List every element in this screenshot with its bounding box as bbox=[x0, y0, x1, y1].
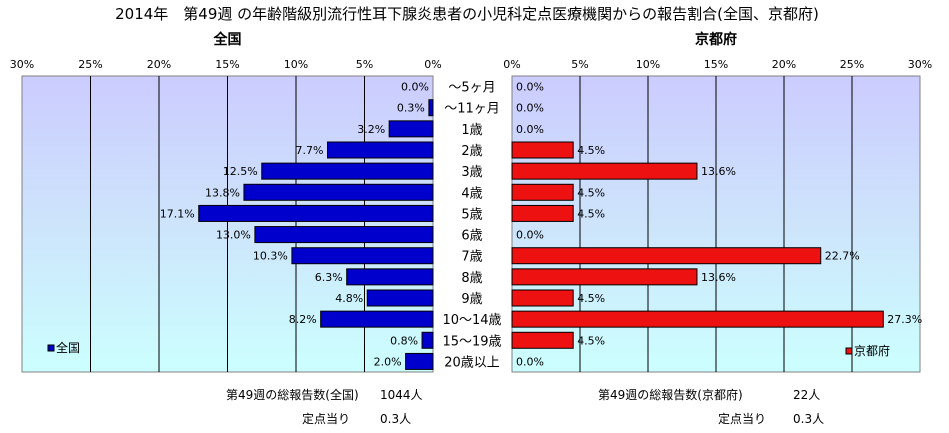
national-tick-label: 30% bbox=[10, 58, 34, 71]
kyoto-bar bbox=[511, 141, 574, 159]
kyoto-bar bbox=[511, 204, 574, 222]
national-data-label: 2.0% bbox=[374, 355, 402, 368]
kyoto-per-site-label: 定点当り bbox=[718, 412, 767, 426]
national-legend-label: 全国 bbox=[56, 340, 80, 355]
kyoto-data-label: 0.0% bbox=[516, 102, 544, 115]
national-tick-label: 15% bbox=[215, 58, 239, 71]
category-label: ～5ヶ月 bbox=[448, 81, 495, 96]
category-label: 20歳以上 bbox=[444, 355, 500, 370]
national-data-label: 3.2% bbox=[357, 123, 385, 136]
category-label: 1歳 bbox=[461, 123, 482, 138]
national-total-value: 1044人 bbox=[380, 388, 423, 402]
kyoto-data-label: 4.5% bbox=[577, 186, 605, 199]
national-per-site-value: 0.3人 bbox=[380, 412, 412, 426]
category-label: 3歳 bbox=[461, 165, 482, 180]
national-panel-title: 全国 bbox=[213, 31, 242, 48]
national-bar bbox=[421, 331, 434, 349]
kyoto-total-value: 22人 bbox=[793, 388, 821, 402]
kyoto-tick-label: 30% bbox=[908, 58, 932, 71]
national-data-label: 6.3% bbox=[315, 271, 343, 284]
category-label: 2歳 bbox=[461, 144, 482, 159]
national-bar bbox=[346, 268, 434, 286]
kyoto-tick-label: 10% bbox=[636, 58, 660, 71]
national-tick-label: 0% bbox=[424, 58, 441, 71]
national-bar bbox=[428, 99, 434, 117]
kyoto-data-label: 0.0% bbox=[516, 81, 544, 94]
kyoto-per-site-value: 0.3人 bbox=[793, 412, 825, 426]
kyoto-legend-swatch bbox=[845, 347, 853, 355]
kyoto-tick-label: 25% bbox=[840, 58, 864, 71]
kyoto-legend-label: 京都府 bbox=[854, 343, 890, 358]
national-bar bbox=[366, 289, 434, 307]
kyoto-data-label: 0.0% bbox=[516, 123, 544, 136]
kyoto-bar bbox=[511, 162, 698, 180]
national-data-label: 13.0% bbox=[216, 229, 251, 242]
national-data-label: 8.2% bbox=[289, 313, 317, 326]
category-label: 10～14歳 bbox=[442, 313, 501, 328]
national-bar bbox=[243, 183, 434, 201]
chart-title: 2014年 第49週 の年齢階級別流行性耳下腺炎患者の小児科定点医療機関からの報… bbox=[115, 5, 819, 23]
category-label: 6歳 bbox=[461, 229, 482, 244]
kyoto-bar bbox=[511, 247, 822, 265]
national-tick-label: 25% bbox=[78, 58, 102, 71]
national-bar bbox=[198, 204, 434, 222]
kyoto-total-label: 第49週の総報告数(京都府) bbox=[598, 388, 743, 402]
category-label: ～11ヶ月 bbox=[444, 102, 500, 117]
national-tick-label: 5% bbox=[356, 58, 373, 71]
national-tick-label: 20% bbox=[147, 58, 171, 71]
national-bar bbox=[291, 247, 434, 265]
national-data-label: 4.8% bbox=[335, 292, 363, 305]
national-data-label: 13.8% bbox=[205, 186, 240, 199]
kyoto-data-label: 4.5% bbox=[577, 144, 605, 157]
national-data-label: 7.7% bbox=[296, 144, 324, 157]
kyoto-data-label: 4.5% bbox=[577, 292, 605, 305]
kyoto-data-label: 13.6% bbox=[701, 165, 736, 178]
kyoto-bar bbox=[511, 310, 884, 328]
national-legend-swatch bbox=[47, 344, 55, 352]
kyoto-bar bbox=[511, 268, 698, 286]
category-label: 15～19歳 bbox=[442, 334, 501, 349]
national-tick-label: 10% bbox=[284, 58, 308, 71]
kyoto-tick-label: 5% bbox=[571, 58, 588, 71]
kyoto-data-label: 22.7% bbox=[825, 250, 860, 263]
national-bar bbox=[405, 352, 434, 370]
category-label: 5歳 bbox=[461, 207, 482, 222]
national-bar bbox=[388, 120, 434, 138]
national-bar bbox=[254, 226, 434, 244]
category-label: 4歳 bbox=[461, 186, 482, 201]
kyoto-tick-label: 0% bbox=[503, 58, 520, 71]
kyoto-tick-label: 20% bbox=[772, 58, 796, 71]
national-data-label: 0.0% bbox=[401, 81, 429, 94]
kyoto-data-label: 13.6% bbox=[701, 271, 736, 284]
category-label: 9歳 bbox=[461, 292, 482, 307]
kyoto-data-label: 0.0% bbox=[516, 355, 544, 368]
kyoto-data-label: 0.0% bbox=[516, 229, 544, 242]
national-data-label: 17.1% bbox=[160, 207, 195, 220]
national-data-label: 0.3% bbox=[397, 102, 425, 115]
category-label: 8歳 bbox=[461, 271, 482, 286]
category-label: 7歳 bbox=[461, 250, 482, 265]
national-total-label: 第49週の総報告数(全国) bbox=[226, 388, 359, 402]
national-data-label: 0.8% bbox=[390, 334, 418, 347]
kyoto-bar bbox=[511, 331, 574, 349]
national-per-site-label: 定点当り bbox=[302, 412, 351, 426]
kyoto-panel-title: 京都府 bbox=[695, 31, 737, 48]
national-bar bbox=[327, 141, 434, 159]
kyoto-tick-label: 15% bbox=[704, 58, 728, 71]
national-data-label: 10.3% bbox=[253, 250, 288, 263]
kyoto-data-label: 4.5% bbox=[577, 207, 605, 220]
national-data-label: 12.5% bbox=[223, 165, 258, 178]
kyoto-bar bbox=[511, 289, 574, 307]
kyoto-data-label: 4.5% bbox=[577, 334, 605, 347]
national-bar bbox=[320, 310, 434, 328]
kyoto-data-label: 27.3% bbox=[887, 313, 922, 326]
kyoto-bar bbox=[511, 183, 574, 201]
national-bar bbox=[261, 162, 434, 180]
